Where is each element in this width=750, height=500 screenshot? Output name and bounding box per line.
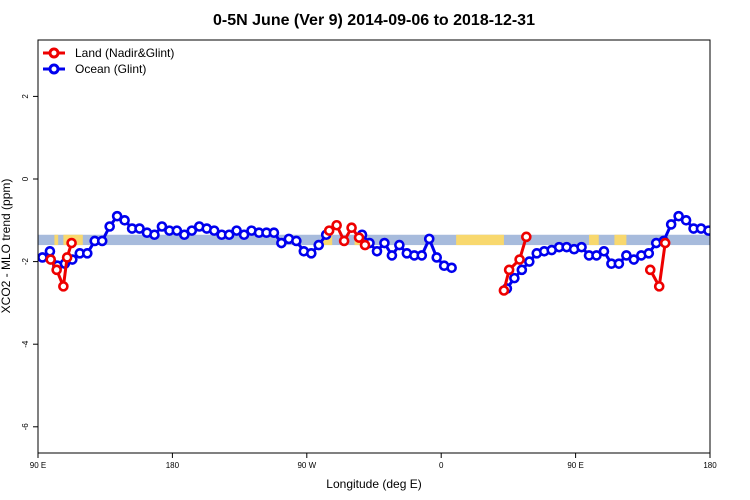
band-land-segment bbox=[614, 234, 627, 246]
land-data-point bbox=[644, 264, 656, 276]
ocean-data-point bbox=[431, 252, 443, 263]
ocean-data-point bbox=[621, 250, 632, 261]
ocean-data-point bbox=[665, 219, 677, 230]
land-series-line bbox=[502, 236, 528, 291]
ocean-data-point bbox=[179, 229, 190, 241]
ocean-data-point bbox=[276, 237, 287, 249]
x-tick-label: 0 bbox=[439, 461, 444, 470]
y-tick-label: 2 bbox=[21, 94, 30, 99]
land-data-point bbox=[51, 264, 62, 276]
x-axis-label: Longitude (deg E) bbox=[326, 477, 421, 491]
ocean-data-point bbox=[371, 245, 383, 257]
band-land-segment bbox=[456, 234, 504, 246]
band-land-segment bbox=[589, 234, 599, 246]
y-tick-label: -6 bbox=[21, 423, 30, 431]
ocean-data-point bbox=[416, 250, 428, 261]
ocean-data-point bbox=[394, 239, 405, 251]
ocean-data-point bbox=[591, 250, 602, 261]
ocean-data-point bbox=[516, 264, 528, 276]
ocean-data-point bbox=[134, 223, 145, 234]
ocean-data-point bbox=[208, 225, 220, 236]
land-data-point bbox=[331, 219, 342, 231]
x-tick-label: 90 W bbox=[297, 461, 316, 470]
land-data-point bbox=[653, 281, 665, 292]
band-land-segment bbox=[54, 234, 59, 246]
ocean-data-point bbox=[238, 229, 250, 241]
ocean-data-point bbox=[524, 256, 535, 267]
ocean-data-point bbox=[423, 233, 435, 245]
ocean-data-point bbox=[38, 252, 48, 263]
land-data-point bbox=[45, 254, 56, 265]
y-tick-label: -2 bbox=[21, 257, 30, 265]
ocean-data-point bbox=[171, 225, 183, 236]
ocean-data-point bbox=[386, 250, 398, 261]
land-data-point bbox=[338, 235, 350, 247]
ocean-data-point bbox=[643, 248, 655, 259]
ocean-data-point bbox=[379, 237, 390, 249]
land-data-point bbox=[61, 252, 73, 263]
x-tick-label: 180 bbox=[166, 461, 180, 470]
land-data-point bbox=[514, 254, 525, 265]
ocean-data-point bbox=[186, 225, 198, 236]
ocean-data-point bbox=[44, 245, 56, 257]
land-data-point bbox=[58, 281, 69, 292]
ocean-data-point bbox=[719, 222, 727, 230]
land-data-point bbox=[498, 285, 510, 296]
ocean-data-point bbox=[613, 258, 625, 269]
band-ocean bbox=[38, 234, 710, 246]
ocean-data-point bbox=[712, 231, 720, 239]
y-tick-label: 0 bbox=[21, 176, 30, 181]
ocean-data-point bbox=[509, 272, 520, 284]
ocean-data-point bbox=[673, 210, 684, 222]
ocean-data-point bbox=[680, 215, 692, 226]
land-data-point bbox=[503, 264, 515, 276]
ocean-data-point bbox=[446, 262, 457, 274]
chart-title: 0-5N June (Ver 9) 2014-09-06 to 2018-12-… bbox=[213, 12, 535, 29]
land-data-point bbox=[353, 232, 365, 243]
ocean-data-point bbox=[703, 225, 710, 236]
ocean-data-point bbox=[598, 245, 610, 257]
land-data-point bbox=[521, 231, 532, 243]
legend-marker-ocean bbox=[48, 63, 60, 75]
land-data-point bbox=[346, 222, 357, 234]
legend-label-land: Land (Nadir&Glint) bbox=[75, 46, 174, 60]
legend-marker-land bbox=[48, 47, 60, 59]
y-axis: 2 0 -2 -4 -6 bbox=[21, 94, 38, 431]
legend: Land (Nadir&Glint) Ocean (Glint) bbox=[43, 46, 174, 76]
ocean-data-point bbox=[156, 221, 168, 232]
y-tick-label: -4 bbox=[21, 340, 30, 348]
ocean-data-point bbox=[111, 210, 123, 222]
x-tick-label: 180 bbox=[703, 461, 717, 470]
ocean-data-point bbox=[268, 227, 280, 238]
land-data-point bbox=[66, 237, 77, 249]
ocean-data-point bbox=[96, 235, 108, 247]
y-axis-label: XCO2 - MLO trend (ppm) bbox=[0, 179, 13, 314]
ocean-data-point bbox=[119, 215, 130, 226]
ocean-data-point bbox=[305, 248, 317, 259]
ocean-data-point bbox=[104, 221, 115, 232]
plot-frame bbox=[37, 39, 711, 454]
ocean-data-point bbox=[313, 239, 325, 251]
land-data-point bbox=[359, 239, 371, 251]
ocean-data-point bbox=[231, 225, 242, 236]
ocean-data-point bbox=[576, 241, 587, 253]
ocean-data-point bbox=[291, 235, 302, 247]
land-data-point bbox=[323, 225, 335, 236]
ocean-data-point bbox=[149, 229, 160, 241]
series-layer bbox=[38, 210, 727, 296]
x-tick-label: 90 E bbox=[567, 461, 583, 470]
land-data-point bbox=[659, 237, 671, 249]
x-axis: 90 E 180 90 W 0 90 E 180 bbox=[30, 453, 717, 470]
ocean-data-point bbox=[628, 254, 640, 265]
legend-label-ocean: Ocean (Glint) bbox=[75, 62, 146, 76]
x-tick-label: 90 E bbox=[30, 461, 46, 470]
ocean-data-point bbox=[81, 248, 93, 259]
ocean-data-point bbox=[223, 229, 235, 241]
